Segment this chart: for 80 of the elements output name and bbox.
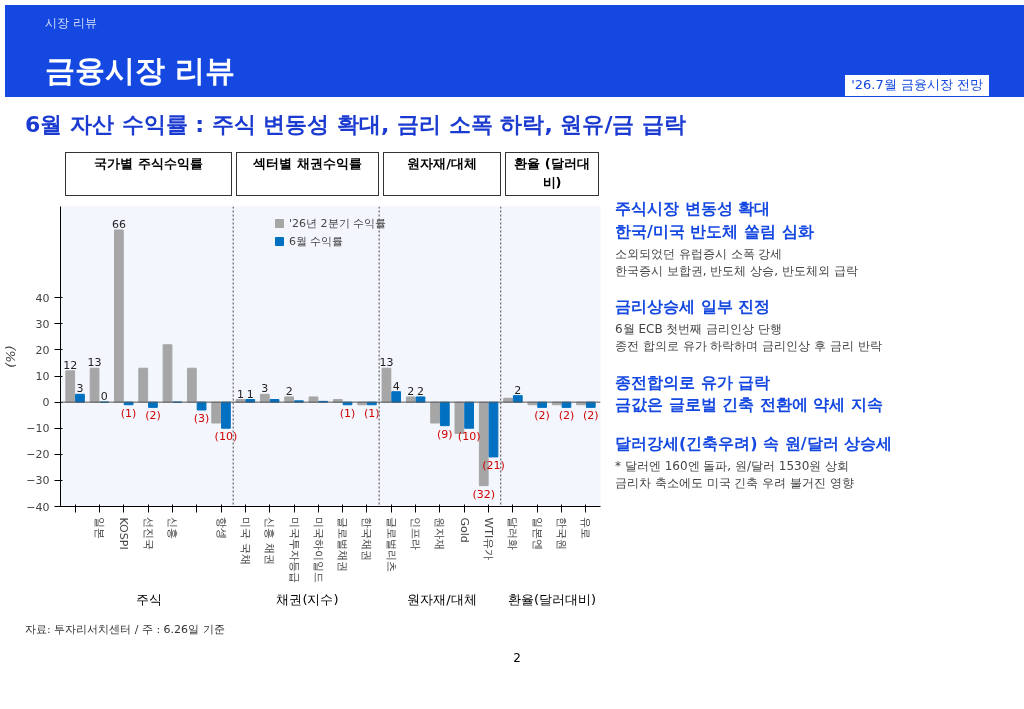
x-tick-label: 항셍 (214, 517, 228, 540)
x-tick-label: 신흥 (165, 517, 179, 540)
data-label: (32) (472, 487, 496, 501)
x-tick-label: 신흥 채권 (263, 517, 277, 565)
data-label: (1) (339, 406, 356, 420)
x-tick-label: 일본 (92, 517, 106, 540)
data-label: (1) (120, 406, 137, 420)
data-label: 2 (407, 384, 415, 398)
text: '26.7월 금융시장 전망 (845, 75, 989, 96)
text: 2 (512, 650, 522, 668)
y-tick-label: −20 (26, 447, 50, 461)
text: 자료: 투자리서치센터 / 주 : 6.26일 기준 (24, 622, 225, 638)
text: 주식시장 변동성 확대 한국/미국 반도체 쏠림 심화 (615, 198, 815, 244)
text: 금융시장 리뷰 (45, 52, 236, 90)
y-tick-label: 10 (35, 369, 50, 383)
y-axis-title: (%) (3, 344, 19, 368)
data-label: (2) (534, 408, 550, 422)
data-label: 12 (63, 358, 78, 372)
data-label: 2 (285, 384, 293, 398)
text: 섹터별 채권수익률 (236, 152, 379, 196)
x-tick-label: 글로벌리츠 (384, 517, 398, 573)
legend-label: 6월 수익률 (288, 233, 344, 249)
data-label: (1) (364, 406, 380, 420)
text: 금리상승세 일부 진정 (615, 296, 772, 319)
text: 원자재/대체 (383, 152, 501, 196)
x-tick-label: KOSPI (117, 517, 131, 550)
text: 원자재/대체 (406, 590, 478, 609)
data-label: 0 (100, 389, 108, 403)
x-tick-label: 원자재 (433, 517, 447, 551)
data-label: 1 (237, 387, 244, 401)
y-tick-label: −10 (26, 421, 50, 435)
x-tick-label: 인프라 (409, 517, 423, 551)
data-label: (2) (558, 408, 575, 422)
text: 주식 (134, 590, 163, 609)
text: 국가별 주식수익률 (65, 152, 232, 196)
text: 채권(지수) (275, 590, 340, 609)
data-label: (2) (145, 408, 161, 422)
x-tick-label: 글로벌채권 (336, 517, 350, 573)
data-label: 2 (417, 384, 424, 398)
x-tick-label: 한국원 (555, 517, 569, 551)
chart-title: 6월 자산 수익률 : 주식 변동성 확대, 금리 소폭 하락, 원유/금 급락 (24, 111, 687, 139)
text: 종전합의로 유가 급락 금값은 글로벌 긴축 전환에 약세 지속 (615, 371, 884, 417)
x-tick-label: 한국채권 (360, 517, 374, 562)
x-tick-label: 미국투자등급 (287, 517, 301, 584)
x-tick-label: 유로 (579, 517, 593, 540)
text: 소외되었던 유럽증시 소폭 강세 한국증시 보합권, 반도체 상승, 반도체외 급락 (615, 246, 859, 281)
y-tick-label: −40 (26, 500, 50, 514)
data-label: (9) (437, 427, 453, 441)
text: 달러강세(긴축우려) 속 원/달러 상승세 (615, 433, 894, 456)
x-tick-label: Gold (457, 517, 471, 543)
y-tick-label: −30 (26, 473, 50, 487)
x-tick-label: 미국하이일드 (311, 517, 325, 584)
data-label: (21) (482, 458, 505, 472)
data-label: 2 (514, 383, 522, 397)
data-label: (10) (214, 429, 238, 443)
y-tick-label: 20 (35, 343, 50, 357)
y-tick-label: 40 (35, 291, 50, 305)
x-tick-label: 달러화 (506, 517, 520, 551)
data-label: (2) (582, 408, 599, 422)
y-tick-label: 30 (35, 317, 50, 331)
y-tick-label: 0 (42, 395, 50, 409)
text: 6월 ECB 첫번째 금리인상 단행 종전 합의로 유가 하락하며 금리인상 후 금리 반락 (615, 321, 883, 356)
text: 시장 리뷰 (45, 15, 97, 32)
data-label: 3 (76, 381, 84, 395)
x-tick-label: 일본엔 (530, 517, 544, 551)
x-tick-label: WTI유가 (482, 517, 496, 560)
legend-label: '26년 2분기 수익률 (288, 215, 387, 231)
text: * 달러엔 160엔 돌파, 원/달러 1530원 상회 금리차 축소에도 미국 긴축 우려 불거진 영향 (615, 458, 855, 493)
text: 환율 (달러대비) (505, 152, 599, 196)
data-label: 66 (111, 217, 126, 231)
data-label: 4 (392, 379, 400, 393)
x-tick-label: 미국 국채 (238, 517, 252, 565)
data-label: 1 (246, 387, 254, 401)
data-label: 13 (379, 355, 394, 369)
data-label: 13 (87, 355, 102, 369)
x-tick-label: 선진국 (141, 517, 155, 551)
data-label: (10) (457, 429, 481, 443)
data-label: (3) (193, 411, 210, 425)
text: 환율(달러대비) (506, 590, 598, 609)
data-label: 3 (261, 381, 269, 395)
